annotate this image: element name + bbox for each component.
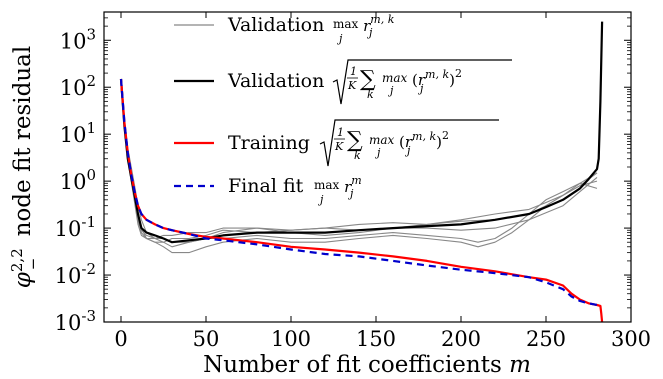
y-tick-label: 102 (60, 72, 96, 100)
svg-text:Validation: Validation (227, 14, 324, 36)
y-tick-label: 10-3 (55, 307, 96, 335)
series-line-val_rms (119, 21, 604, 244)
svg-text:Validation: Validation (227, 70, 324, 92)
svg-text:φ2,2− node fit residual: φ2,2− node fit residual (8, 46, 42, 288)
svg-text:j: j (336, 32, 343, 45)
svg-text:j: j (374, 146, 381, 159)
svg-text:j: j (317, 193, 324, 206)
y-tick-label: 101 (60, 119, 96, 147)
svg-text:max: max (369, 133, 395, 147)
svg-text:Training: Training (228, 132, 310, 154)
legend-entry-training-rms: Training 1 K ∑ k max j (rm, k)2 j (174, 119, 499, 167)
x-axis-label: Number of fit coefficients m (203, 352, 531, 378)
y-tick-label: 100 (60, 166, 96, 194)
svg-text:j: j (387, 84, 394, 97)
legend-entry-validation-rms: Validation 1 K ∑ k max j (rm, k)2 j (174, 59, 512, 105)
svg-text:Final fit: Final fit (228, 175, 304, 197)
svg-text:k: k (354, 149, 361, 162)
svg-text:max rm, k: max rm, k (333, 13, 395, 35)
x-tick-label: 50 (193, 327, 220, 351)
x-tick-label: 250 (526, 327, 566, 351)
svg-text:1: 1 (350, 65, 357, 78)
series-line-train_rms (119, 78, 604, 323)
x-tick-label: 300 (611, 327, 651, 351)
legend-entry-final-fit: Final fit max rm j j (174, 174, 362, 206)
series-line-val_k4 (120, 78, 598, 240)
svg-text:max: max (382, 71, 408, 85)
ticks-layer: 0 50 100 150 200 250 300 10-3 10-2 10-1 100 101 102 1… (55, 11, 651, 351)
svg-text:∑: ∑ (360, 67, 376, 92)
svg-text:∑: ∑ (347, 128, 363, 153)
svg-text:j: j (404, 144, 411, 157)
svg-text:j: j (417, 82, 424, 95)
y-axis-label: φ2,2− node fit residual (8, 46, 42, 288)
x-tick-label: 100 (271, 327, 311, 351)
svg-text:K: K (347, 79, 357, 92)
series-layer (119, 21, 604, 323)
svg-text:j: j (366, 26, 373, 39)
y-tick-label: 10-1 (55, 213, 96, 241)
svg-text:max rm: max rm (314, 174, 362, 196)
svg-text:K: K (334, 140, 344, 153)
svg-text:1: 1 (337, 126, 344, 139)
svg-text:(rm, k)2: (rm, k)2 (412, 67, 462, 89)
svg-text:(rm, k)2: (rm, k)2 (399, 129, 449, 151)
svg-text:j: j (347, 187, 354, 200)
x-tick-label: 0 (114, 327, 127, 351)
svg-text:k: k (367, 88, 374, 101)
legend: Validation max rm, k j j Validation 1 K … (174, 13, 512, 206)
y-tick-label: 103 (60, 25, 96, 53)
x-tick-label: 150 (356, 327, 396, 351)
x-tick-label: 200 (441, 327, 481, 351)
y-tick-label: 10-2 (55, 260, 96, 288)
legend-entry-validation-max: Validation max rm, k j j (174, 13, 395, 45)
series-line-final_fit (119, 78, 601, 307)
